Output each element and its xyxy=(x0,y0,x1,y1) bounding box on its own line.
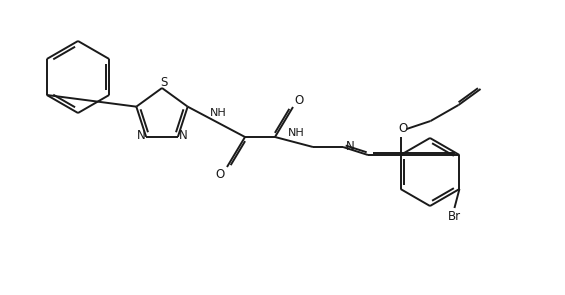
Text: N: N xyxy=(346,140,354,153)
Text: O: O xyxy=(398,122,407,135)
Text: Br: Br xyxy=(448,211,461,224)
Text: O: O xyxy=(294,94,303,107)
Text: N: N xyxy=(179,129,187,142)
Text: NH: NH xyxy=(210,108,227,118)
Text: O: O xyxy=(215,168,225,181)
Text: NH: NH xyxy=(288,128,305,138)
Text: S: S xyxy=(160,76,168,88)
Text: N: N xyxy=(137,129,146,142)
